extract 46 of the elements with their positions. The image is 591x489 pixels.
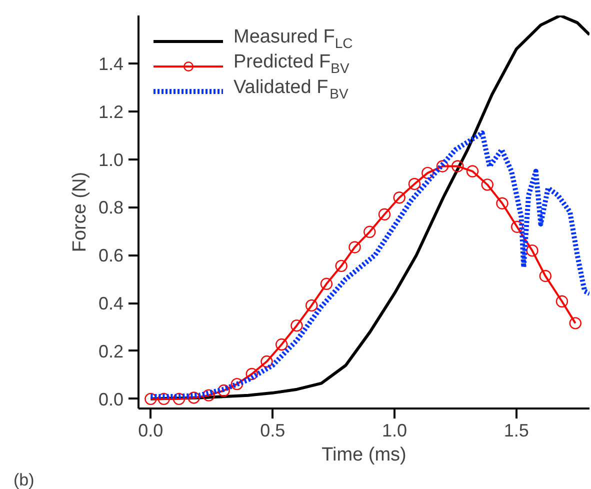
point (144, 392, 157, 406)
point (348, 241, 361, 254)
y-tick-label: 0.8 (98, 198, 124, 218)
point (510, 220, 524, 233)
x-tick-label: 0.0 (138, 420, 164, 440)
y-tick-label: 0.2 (98, 341, 124, 362)
point (158, 392, 170, 406)
point (364, 226, 376, 238)
point (188, 392, 200, 404)
y-tick-label: 1.0 (98, 150, 124, 170)
point (230, 378, 244, 390)
x-tick-label: 0.5 (260, 420, 286, 440)
point (276, 338, 288, 351)
y-tick-label: 1.2 (98, 102, 124, 122)
point (305, 299, 318, 312)
point (378, 208, 391, 220)
point (172, 392, 186, 406)
point (202, 389, 215, 402)
point (408, 178, 421, 190)
point (335, 260, 348, 272)
y-tick-label: 0.6 (98, 246, 124, 266)
point (569, 317, 582, 330)
y-tick-label: 0.0 (98, 389, 124, 410)
point (320, 278, 333, 290)
x-axis-title: Time (ms) (322, 444, 406, 466)
point (452, 160, 464, 172)
point (526, 244, 538, 257)
point (539, 270, 552, 282)
point (218, 384, 230, 397)
text: (b) (14, 470, 34, 489)
y-tick-label: 0.4 (98, 294, 124, 314)
point (290, 319, 303, 332)
line-series (149, 16, 590, 400)
point (466, 165, 479, 178)
point (481, 178, 494, 191)
point (496, 197, 508, 210)
point (393, 192, 406, 204)
point (260, 355, 273, 368)
y-axis-title: Force (N) (69, 172, 90, 252)
x-tick-label: 1.5 (504, 420, 529, 440)
point (556, 295, 568, 308)
point (246, 368, 258, 380)
point (436, 160, 449, 172)
x-tick-label: 1.0 (382, 420, 407, 440)
y-tick-label: 1.4 (98, 54, 124, 74)
point (422, 166, 434, 180)
